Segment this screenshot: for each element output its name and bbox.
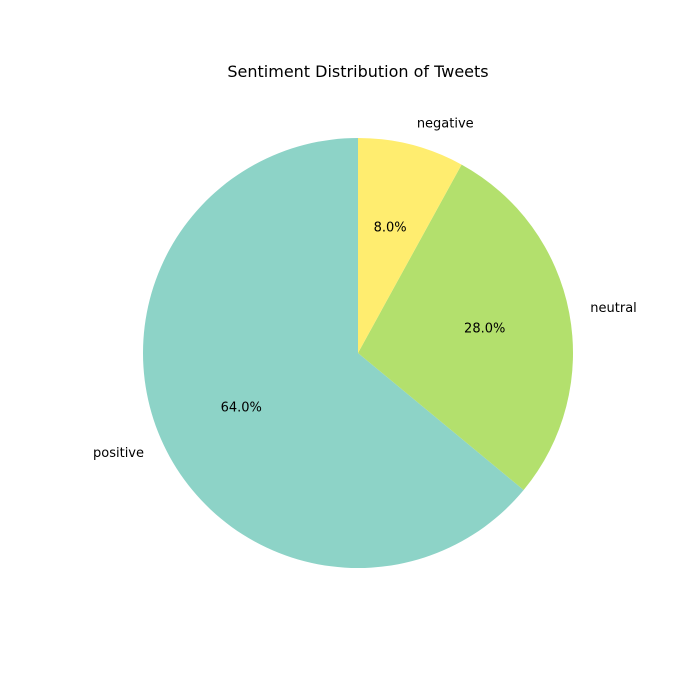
pie-slice-positive (142, 138, 524, 569)
percent-label-negative: 8.0% (374, 221, 407, 236)
pie-labels: positive 64.0% neutral 28.0% negative 8.0% (93, 116, 637, 461)
slice-label-neutral: neutral (590, 301, 637, 316)
slice-label-positive: positive (93, 446, 144, 461)
pie-slice-negative (358, 138, 462, 353)
percent-label-neutral: 28.0% (464, 321, 505, 336)
pie-slice-neutral (358, 164, 573, 491)
slice-label-negative: negative (417, 116, 474, 131)
percent-label-positive: 64.0% (221, 400, 262, 415)
chart-title: Sentiment Distribution of Tweets (227, 62, 488, 81)
pie-slices (142, 138, 573, 569)
